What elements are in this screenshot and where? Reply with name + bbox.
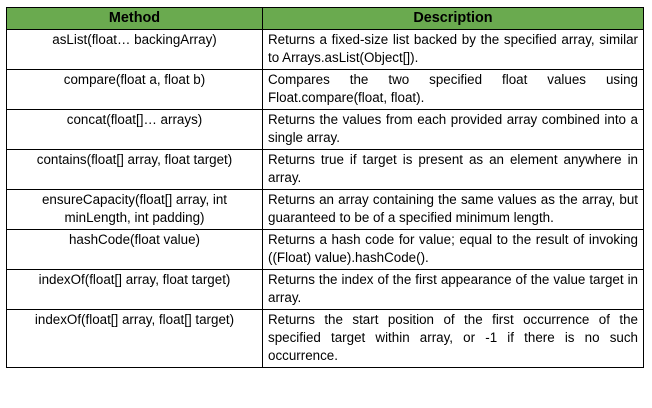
table-row: asList(float… backingArray) Returns a fi…	[6, 29, 644, 70]
method-cell: hashCode(float value)	[6, 229, 263, 270]
description-cell: Returns a hash code for value; equal to …	[262, 229, 644, 270]
description-cell: Returns the index of the first appearanc…	[262, 269, 644, 310]
method-cell: indexOf(float[] array, float target)	[6, 269, 263, 310]
description-cell: Returns a fixed-size list backed by the …	[262, 29, 644, 70]
method-cell: contains(float[] array, float target)	[6, 149, 263, 190]
table-row: hashCode(float value) Returns a hash cod…	[6, 229, 644, 270]
method-cell: concat(float[]… arrays)	[6, 109, 263, 150]
description-cell: Returns true if target is present as an …	[262, 149, 644, 190]
description-cell: Compares the two specified float values …	[262, 69, 644, 110]
table-row: compare(float a, float b) Compares the t…	[6, 69, 644, 110]
description-cell: Returns the start position of the first …	[262, 309, 644, 368]
table-row: ensureCapacity(float[] array, int minLen…	[6, 189, 644, 230]
description-column-header: Description	[262, 7, 644, 30]
method-cell: compare(float a, float b)	[6, 69, 263, 110]
method-cell: indexOf(float[] array, float[] target)	[6, 309, 263, 368]
description-cell: Returns an array containing the same val…	[262, 189, 644, 230]
table-row: contains(float[] array, float target) Re…	[6, 149, 644, 190]
header-row: Method Description	[6, 7, 644, 30]
table-row: indexOf(float[] array, float[] target) R…	[6, 309, 644, 368]
methods-table: Method Description asList(float… backing…	[6, 7, 644, 368]
method-cell: asList(float… backingArray)	[6, 29, 263, 70]
method-cell: ensureCapacity(float[] array, int minLen…	[6, 189, 263, 230]
table-row: concat(float[]… arrays) Returns the valu…	[6, 109, 644, 150]
method-column-header: Method	[6, 7, 263, 30]
table-row: indexOf(float[] array, float target) Ret…	[6, 269, 644, 310]
description-cell: Returns the values from each provided ar…	[262, 109, 644, 150]
